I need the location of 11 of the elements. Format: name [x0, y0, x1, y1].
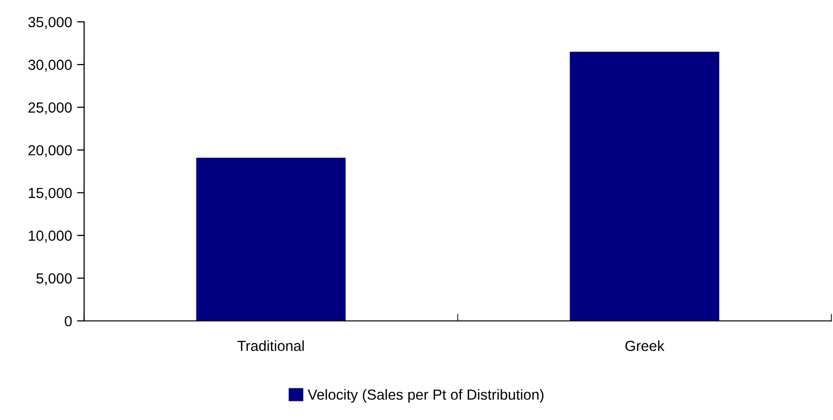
y-tick-label: 20,000: [28, 145, 72, 158]
legend-label: Velocity (Sales per Pt of Distribution): [308, 389, 544, 403]
y-tick-label: 30,000: [28, 60, 72, 72]
y-tick-label: 25,000: [28, 102, 72, 114]
y-tick-label: 5,000: [36, 273, 72, 286]
y-tick-label: 10,000: [28, 230, 72, 243]
x-tick-label: Traditional: [237, 340, 304, 352]
y-tick-label: 15,000: [28, 188, 72, 200]
x-tick-label: Greek: [625, 340, 664, 352]
y-tick-label: 0: [64, 316, 72, 326]
y-tick-label: 35,000: [28, 16, 72, 29]
